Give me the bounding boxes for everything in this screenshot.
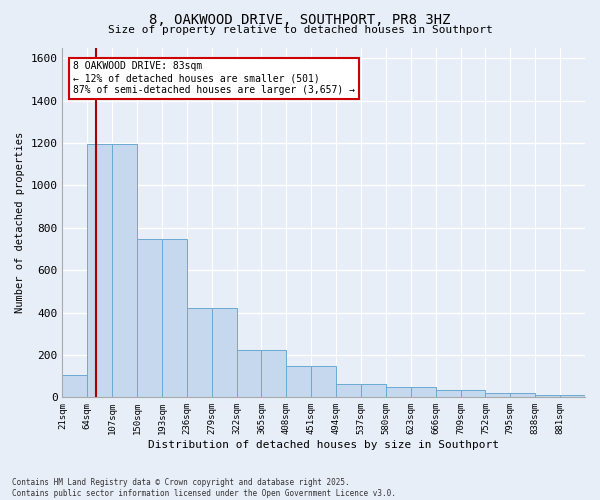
Y-axis label: Number of detached properties: Number of detached properties [15, 132, 25, 313]
Bar [311, 366, 336, 398]
Bar [187, 308, 212, 398]
Bar [386, 386, 411, 398]
Bar [411, 386, 436, 398]
Bar [485, 393, 511, 398]
Bar [560, 395, 585, 398]
Bar [286, 366, 311, 398]
Text: Size of property relative to detached houses in Southport: Size of property relative to detached ho… [107, 25, 493, 35]
Bar [336, 384, 361, 398]
Bar [461, 390, 485, 398]
Bar [162, 240, 187, 398]
Text: 8 OAKWOOD DRIVE: 83sqm
← 12% of detached houses are smaller (501)
87% of semi-de: 8 OAKWOOD DRIVE: 83sqm ← 12% of detached… [73, 62, 355, 94]
Text: 8, OAKWOOD DRIVE, SOUTHPORT, PR8 3HZ: 8, OAKWOOD DRIVE, SOUTHPORT, PR8 3HZ [149, 12, 451, 26]
Bar [535, 395, 560, 398]
X-axis label: Distribution of detached houses by size in Southport: Distribution of detached houses by size … [148, 440, 499, 450]
Bar [137, 240, 162, 398]
Text: Contains HM Land Registry data © Crown copyright and database right 2025.
Contai: Contains HM Land Registry data © Crown c… [12, 478, 396, 498]
Bar [436, 390, 461, 398]
Bar [62, 375, 88, 398]
Bar [88, 144, 112, 398]
Bar [262, 350, 286, 398]
Bar [212, 308, 236, 398]
Bar [236, 350, 262, 398]
Bar [361, 384, 386, 398]
Bar [112, 144, 137, 398]
Bar [511, 393, 535, 398]
